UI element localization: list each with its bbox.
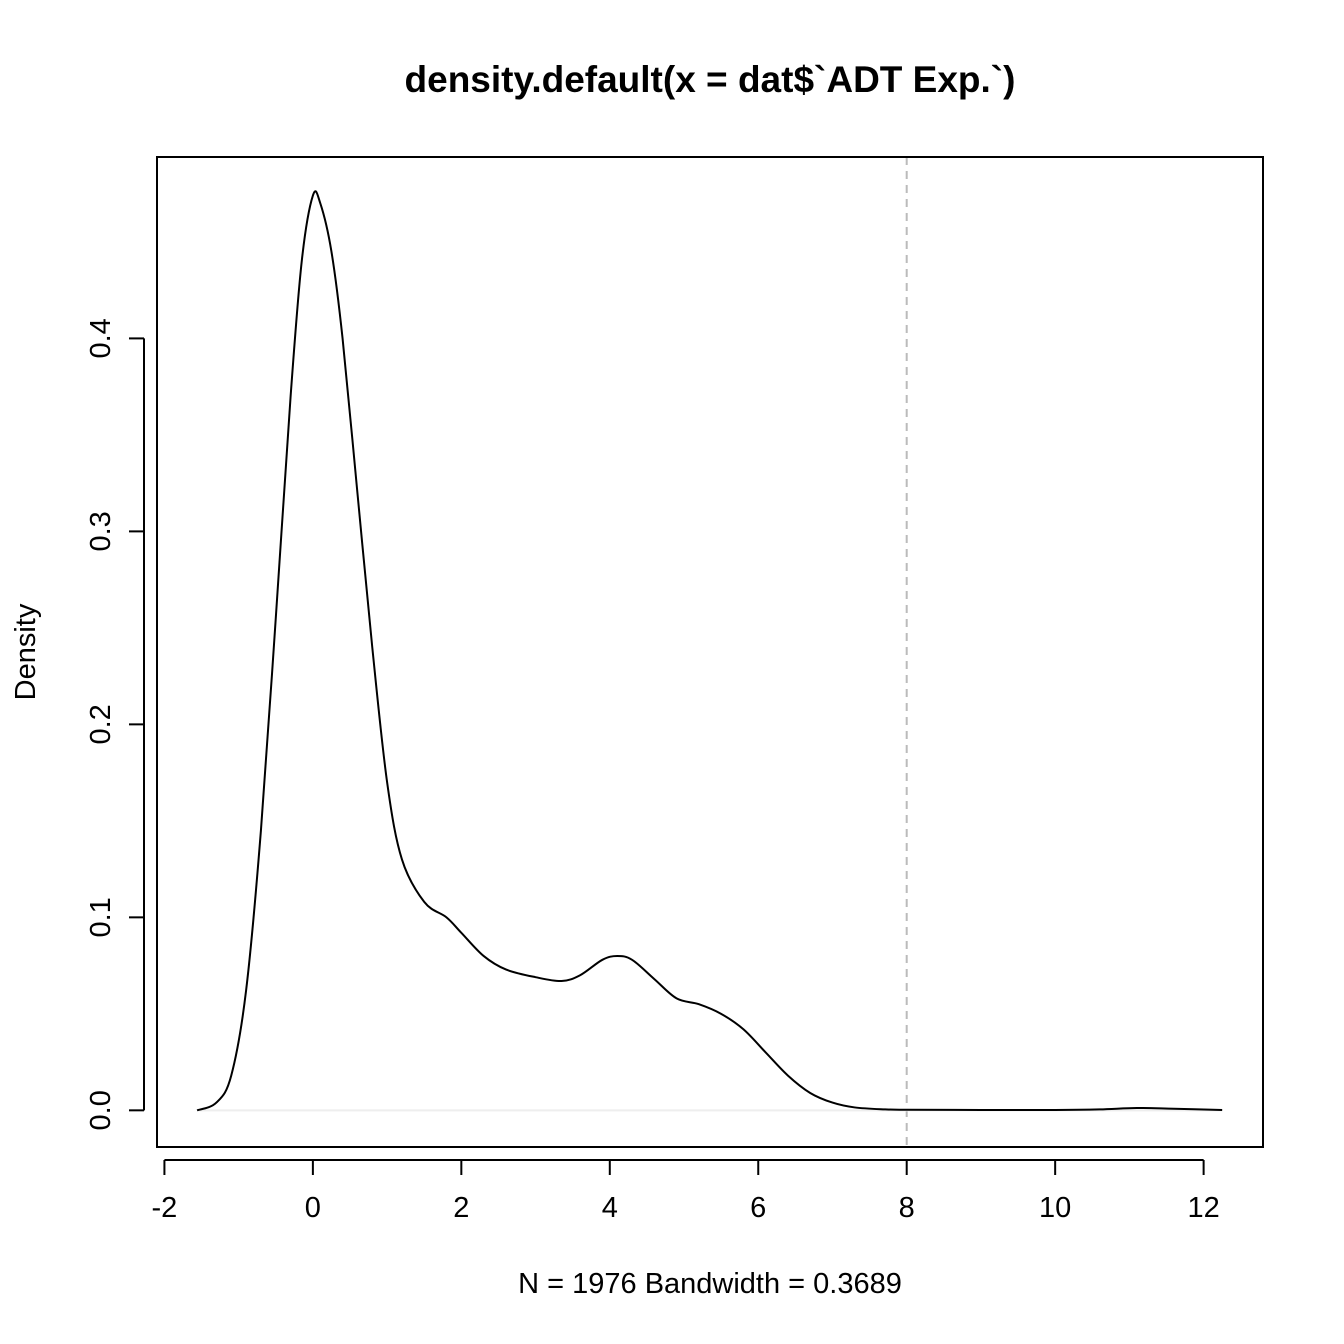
x-tick-label: 6 <box>750 1192 766 1224</box>
y-tick-label: 0.1 <box>85 897 117 937</box>
x-axis: -2 0 2 4 6 8 10 12 <box>152 1159 1220 1224</box>
y-tick-label: 0.4 <box>85 318 117 358</box>
x-tick-label: -2 <box>152 1192 178 1224</box>
y-tick-label: 0.2 <box>85 704 117 744</box>
x-axis-label: N = 1976 Bandwidth = 0.3689 <box>518 1268 902 1300</box>
x-tick-label: 8 <box>899 1192 915 1224</box>
x-tick-label: 0 <box>305 1192 321 1224</box>
density-line-0 <box>196 190 1223 1112</box>
y-axis-label: Density <box>10 603 42 700</box>
x-tick-label: 2 <box>453 1192 469 1224</box>
x-tick-label: 4 <box>602 1192 618 1224</box>
plot-frame <box>156 156 1264 1148</box>
y-tick-label: 0.0 <box>85 1090 117 1130</box>
plot-area <box>196 157 1223 1147</box>
x-tick-label: 12 <box>1187 1192 1219 1224</box>
x-tick-label: 10 <box>1039 1192 1071 1224</box>
y-axis: 0.0 0.1 0.2 0.3 0.4 <box>85 318 145 1130</box>
chart-title: density.default(x = dat$`ADT Exp.`) <box>405 59 1016 100</box>
y-tick-label: 0.3 <box>85 511 117 551</box>
